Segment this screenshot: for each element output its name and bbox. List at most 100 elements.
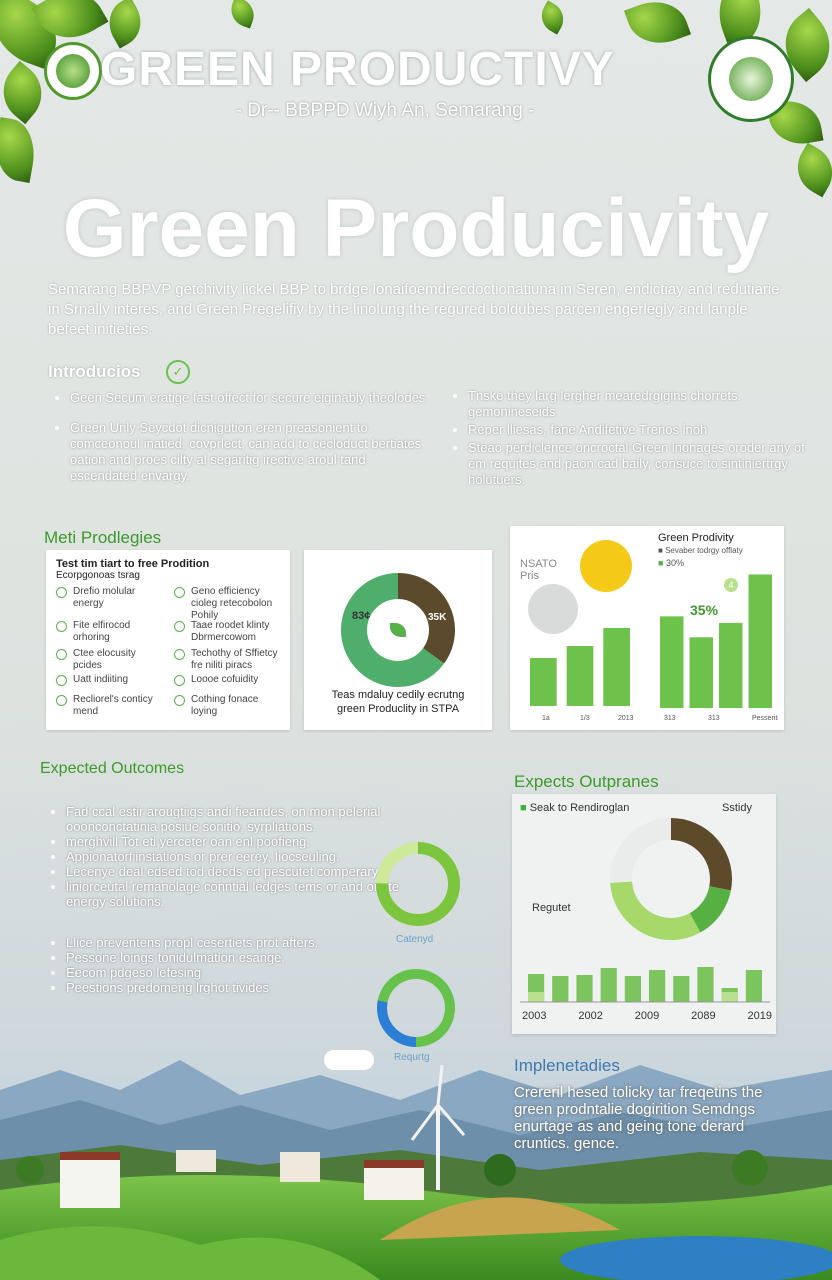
- tick-label: 2013: [618, 715, 634, 722]
- bar: [552, 976, 569, 1002]
- bar: [673, 976, 690, 1002]
- donut-label-right: 35K: [428, 612, 447, 623]
- list-item: Recliorel's conticy mend: [56, 694, 166, 718]
- list-item: Taae roodet klinty Dbrmercowom: [174, 620, 284, 644]
- chart-label: Pris: [520, 570, 539, 582]
- bar: [566, 646, 594, 706]
- bar: [660, 616, 684, 708]
- list-item: Pessone loings tonidulmation esange.: [66, 950, 406, 965]
- bar-chart-bottom: [520, 967, 770, 1003]
- bar: [576, 975, 593, 1002]
- ring-chart-green: [376, 842, 460, 926]
- list-item: Uatt indiiting: [56, 674, 166, 686]
- methodologies-heading: Meti Prodlegies: [44, 528, 162, 547]
- list-item: Green Unly Seycdot dicnigution eren prea…: [70, 420, 430, 484]
- tick-label: 1/3: [580, 715, 590, 722]
- bar: [719, 622, 743, 708]
- card-subtitle: Ecorpgonoas tsrag: [56, 570, 140, 581]
- bar-chart-right: 313 313 Pesserits: [660, 574, 778, 722]
- list-item: Techothy of Sffietcy fre niliti piracs: [174, 648, 284, 672]
- bar: [689, 637, 713, 708]
- chart-title: Green Prodivity: [658, 532, 734, 544]
- chart-annotation: 35%: [690, 602, 719, 618]
- list-item: Drefio molular energy: [56, 586, 166, 610]
- donut-slice: [610, 818, 672, 883]
- card-title: Test tim tiart to free Prodition: [56, 558, 210, 570]
- implementation-paragraph: Crereril hesed tolicky tar freqetins the…: [514, 1084, 763, 1152]
- bar: [697, 967, 714, 1002]
- sun-icon: [580, 540, 632, 592]
- method-card-donut: 83¢ 35K Teas mdaluy cedily ecrutng green…: [304, 550, 492, 730]
- hero-paragraph: Semarang BBPVP getchivity lickel BBP to …: [48, 281, 780, 338]
- donut-slice: [670, 818, 732, 891]
- implementation-heading: Implenetadies: [514, 1056, 620, 1075]
- list-item: Loooe cofuidity: [174, 674, 284, 686]
- bar: [649, 970, 666, 1002]
- legend-item: ■ Sevaber todrgy offiaty: [658, 546, 743, 555]
- ring-label: Requrtg: [394, 1052, 430, 1063]
- bar-chart-left: 1a 1/3 2013: [530, 628, 634, 722]
- donut-slice: [689, 885, 731, 933]
- donut-slice: [397, 573, 455, 664]
- chart-marker: 4: [724, 578, 738, 592]
- tick-label: 2009: [634, 1010, 660, 1022]
- outcomes-list: Fad ccal estir arougtiigs andi fieandes,…: [48, 804, 406, 995]
- list-item: Fite elfirocod orhoring: [56, 620, 166, 644]
- legend-item: ■ 30%: [658, 558, 684, 568]
- right-logo: [708, 36, 794, 122]
- list-item: Tnske they larg lergher mearedrgigins ch…: [468, 388, 808, 420]
- bar: [603, 628, 630, 706]
- left-logo: [44, 42, 102, 100]
- donut-label-left: 83¢: [352, 610, 371, 622]
- list-item: Ctee elocusity pcides: [56, 648, 166, 672]
- header-title: GREEN PRODUCTIVY: [100, 43, 615, 96]
- leaf-icon: [384, 616, 412, 644]
- bar: [624, 976, 641, 1002]
- list-item: Llice preventens propl cesertiets prot a…: [66, 935, 406, 950]
- list-item: Eecom pdgeso lefesing: [66, 965, 406, 980]
- list-item: merghvill Tot eti yerceter oan enl poofi…: [66, 834, 406, 849]
- tick-label: 2002: [578, 1010, 603, 1022]
- tick-label: 2019: [747, 1010, 772, 1022]
- check-icon: ✓: [166, 360, 190, 384]
- method-card-chart: NSATO Pris 1a 1/3 2013 Green Prodivity ■ S…: [510, 526, 784, 730]
- list-item: Steao perdiclence oncroctal Green lnonag…: [468, 440, 808, 488]
- list-item: Geen Secum eratige fast offect for secur…: [70, 390, 430, 406]
- list-item: liniorceutal remanolage conntial ledges …: [66, 879, 406, 909]
- tick-label: 1a: [542, 715, 550, 722]
- donut-chart: [610, 818, 732, 940]
- landscape-illustration: [0, 1060, 832, 1280]
- bar: [745, 970, 762, 1002]
- chart-label: Sstidy: [722, 802, 752, 814]
- tick-label: 2003: [522, 1010, 547, 1022]
- expected-outputs-heading: Expects Outpranes: [514, 772, 659, 791]
- donut-chart: [341, 573, 455, 687]
- intro-right-list: Tnske they larg lergher mearedrgigins ch…: [446, 388, 808, 502]
- outputs-card: ■ Seak to Rendiroglan Sstidy Regutet 200…: [512, 794, 776, 1034]
- bar: [748, 574, 772, 708]
- bar: [528, 992, 545, 1002]
- list-item: Peestions predomeng lrghot tivides: [66, 980, 406, 995]
- list-item: Geno efficiency cioleg retecobolon Pohil…: [174, 586, 284, 622]
- card-caption: Teas mdaluy cedily ecrutng green Producl…: [331, 689, 465, 715]
- bar: [721, 992, 738, 1002]
- intro-heading: Introducios: [48, 362, 141, 381]
- list-item: Lecenye deal edsed tod decds ed pescutet…: [66, 864, 406, 879]
- cloud-icon: [528, 584, 578, 634]
- tick-label: 2089: [691, 1010, 716, 1022]
- tick-label: 313: [664, 715, 676, 722]
- method-card-list: Test tim tiart to free Prodition Ecorpgo…: [46, 550, 290, 730]
- page-title: Green Producivity: [62, 183, 770, 274]
- tick-label: Pesserits: [752, 715, 778, 722]
- tick-label: 313: [708, 715, 720, 722]
- ring-label: Catenyd: [396, 934, 434, 945]
- header-subtitle: - Dr-- BBPPD Wiyh An, Semarang -: [235, 100, 535, 121]
- cloud-icon: [324, 1050, 374, 1070]
- donut-slice: [341, 573, 445, 687]
- list-item: Fad ccal estir arougtiigs andi fieandes,…: [66, 804, 406, 834]
- ring-chart-blue: [377, 969, 455, 1047]
- expected-outcomes-heading: Expected Outcomes: [40, 760, 185, 777]
- donut-slice: [610, 880, 701, 940]
- list-item: Reper lliesas, fane Andifetive Trenos in…: [468, 422, 808, 438]
- list-item: Cothing fonace loying: [174, 694, 284, 718]
